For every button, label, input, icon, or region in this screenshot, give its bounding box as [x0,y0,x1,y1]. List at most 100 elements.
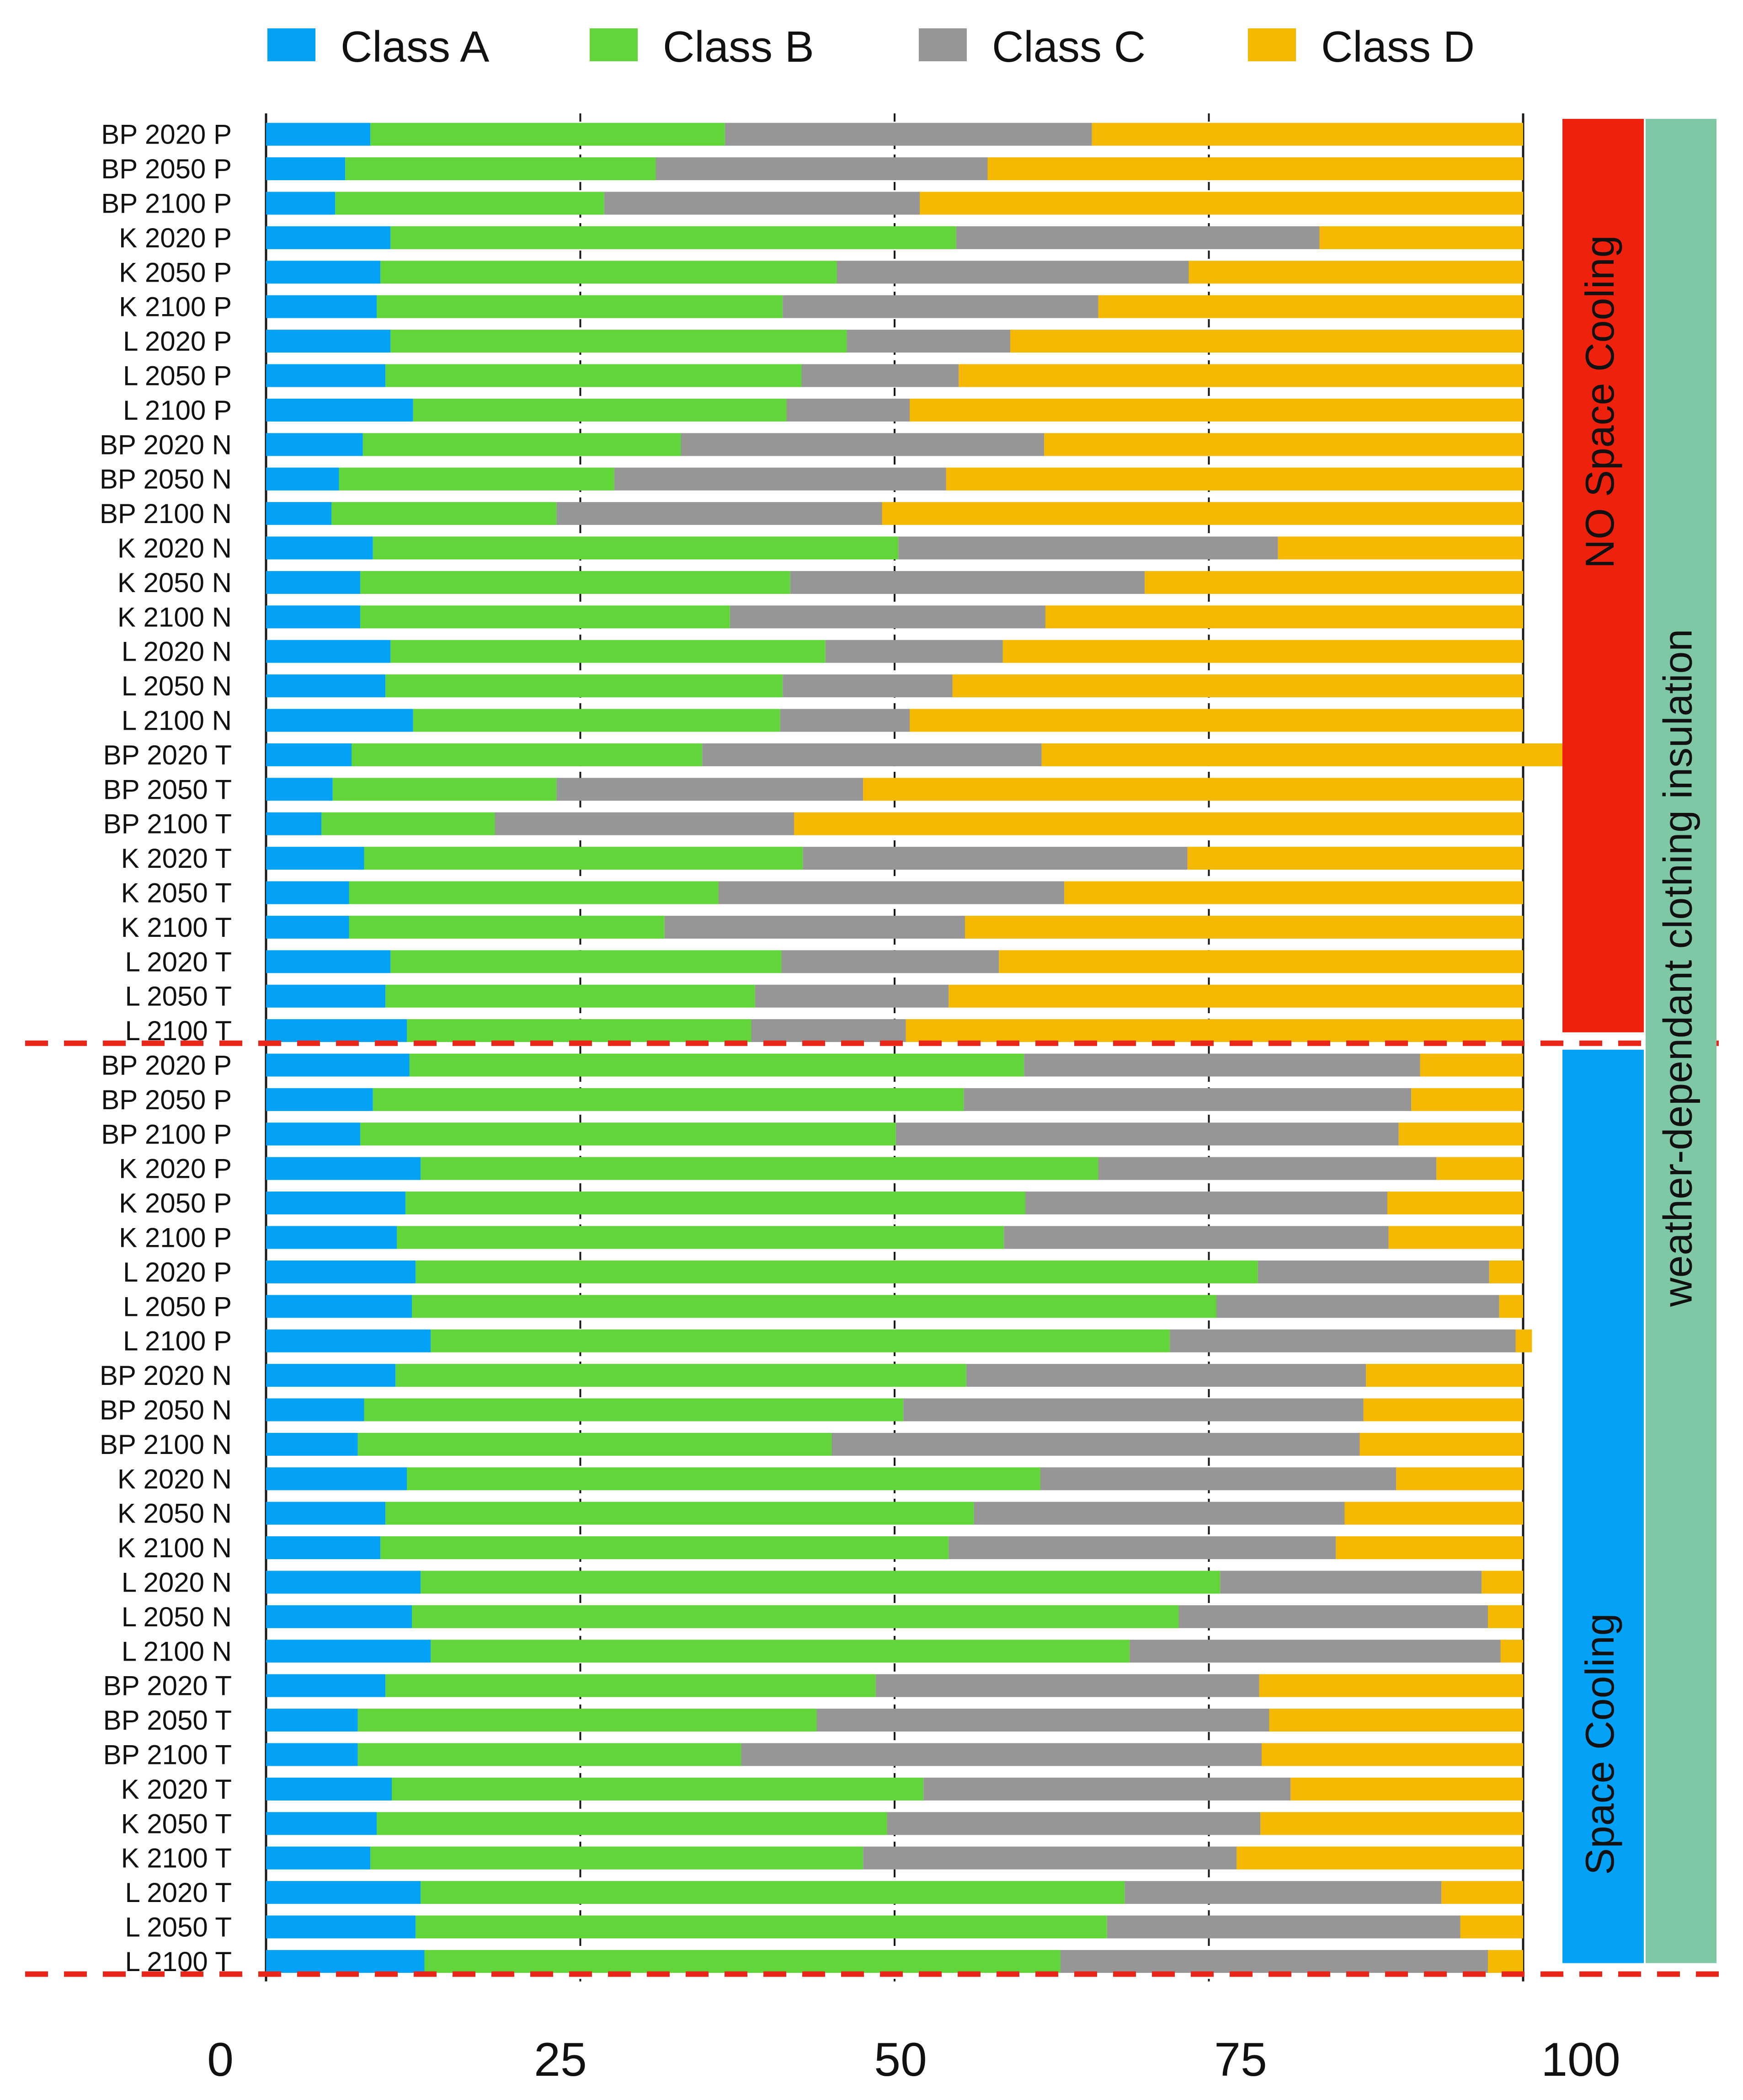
bar-segment-class-d [1098,295,1523,318]
category-label: K 2100 N [117,602,232,632]
bar-segment-class-b [385,674,783,698]
category-label: BP 2100 P [101,188,232,219]
bar-segment-class-d [1064,881,1523,904]
bar-segment-class-a [266,605,361,629]
category-label: BP 2020 N [100,429,232,460]
bar-segment-class-c [1258,1260,1489,1283]
category-label: BP 2020 P [101,119,232,150]
bar-segment-class-b [397,1226,1004,1249]
bar-segment-class-c [783,295,1098,318]
bar-segment-class-b [357,1432,832,1456]
category-label: L 2100 N [122,705,232,736]
category-label: K 2100 T [121,912,232,943]
bar-segment-class-d [1363,1398,1523,1421]
bar-segment-class-d [863,778,1523,801]
bar-segment-class-b [362,433,681,456]
bar-segment-class-b [424,1950,1061,1973]
legend-swatch [590,28,638,61]
bar-segment-class-c [790,571,1145,594]
category-label: L 2050 N [122,671,232,701]
bar-segment-class-a [266,123,371,146]
bar-segment-class-a [266,984,386,1008]
category-label: K 2020 N [117,533,232,564]
bar-segment-class-b [360,605,730,629]
bar-segment-class-c [614,467,946,491]
bar-segment-class-c [783,674,953,698]
bar-segment-class-d [1092,123,1523,146]
legend-swatch [1248,28,1296,61]
bar-segment-class-a [266,1709,358,1732]
bar-segment-class-b [373,1088,964,1111]
category-label: L 2020 N [122,1567,232,1598]
category-label: K 2020 P [119,1154,232,1184]
bar-segment-class-d [987,157,1523,181]
bar-segment-class-d [1388,1226,1523,1249]
bar-segment-class-b [395,1364,966,1387]
bar-segment-class-c [751,1019,906,1042]
legend-label: Class C [992,22,1146,71]
bar-segment-class-c [786,398,910,422]
bar-segment-class-c [730,605,1045,629]
bar-segment-class-a [266,1640,431,1663]
bar-segment-class-d [1396,1467,1523,1491]
bar-segment-class-d [1488,1605,1523,1628]
bar-segment-class-c [956,226,1320,249]
bar-segment-class-a [266,1915,416,1939]
bar-segment-class-a [266,261,381,284]
bar-segment-class-d [965,915,1523,939]
bar-segment-class-a [266,433,363,456]
bar-segment-class-b [390,330,847,353]
bar-segment-class-b [392,1777,924,1801]
bar-segment-class-a [266,1846,371,1870]
bar-segment-class-b [385,1502,974,1525]
category-label: L 2100 P [123,395,232,426]
bar-segment-class-c [1024,1053,1420,1077]
bar-segment-class-b [364,847,803,870]
bar-segment-class-a [266,1226,397,1249]
bar-segment-class-c [1170,1329,1516,1352]
bar-segment-class-c [741,1743,1262,1766]
bar-segment-class-c [664,915,965,939]
bar-segment-class-c [702,743,1042,766]
bar-segment-class-c [825,640,1003,663]
bar-segment-class-a [266,1674,386,1697]
category-label: K 2100 T [121,1843,232,1874]
legend-label: Class A [341,22,489,71]
bar-segment-class-d [1044,433,1523,456]
bar-segment-class-b [407,1467,1040,1491]
group-label: Space Cooling [1577,1614,1622,1875]
bar-segment-class-a [266,1019,407,1042]
bar-segment-class-b [421,1881,1125,1904]
bar-segment-class-b [390,640,826,663]
group-band-space-cooling [1562,1049,1644,1963]
bar-segment-class-d [1319,226,1523,249]
legend-label: Class D [1321,22,1475,71]
bar-segment-class-d [949,984,1523,1008]
legend-swatch [267,28,315,61]
x-tick-label: 75 [1214,2033,1267,2086]
bar-segment-class-c [803,847,1188,870]
bar-segment-class-b [431,1640,1130,1663]
bar-segment-class-b [370,123,725,146]
category-label: BP 2050 N [100,1395,232,1426]
bar-segment-class-a [266,1364,396,1387]
side-label: weather-dependant clothing insulation [1655,629,1700,1307]
bar-segment-class-a [266,398,413,422]
bar-segment-class-c [863,1846,1237,1870]
bar-segment-class-d [1436,1157,1523,1180]
bar-segment-class-c [1107,1915,1460,1939]
bar-segment-class-a [266,1743,358,1766]
category-label: BP 2100 T [103,809,232,839]
category-label: L 2100 T [125,1946,232,1977]
category-label: K 2020 T [121,843,232,874]
bar-segment-class-c [1040,1467,1397,1491]
bar-segment-class-d [1259,1674,1523,1697]
bar-segment-class-a [266,1502,386,1525]
bar-segment-class-c [875,1674,1259,1697]
bar-segment-class-d [1420,1053,1523,1077]
bar-segment-class-b [413,398,787,422]
category-label: L 2050 P [123,1291,232,1322]
bar-segment-class-c [755,984,949,1008]
category-label: L 2020 T [125,946,232,977]
